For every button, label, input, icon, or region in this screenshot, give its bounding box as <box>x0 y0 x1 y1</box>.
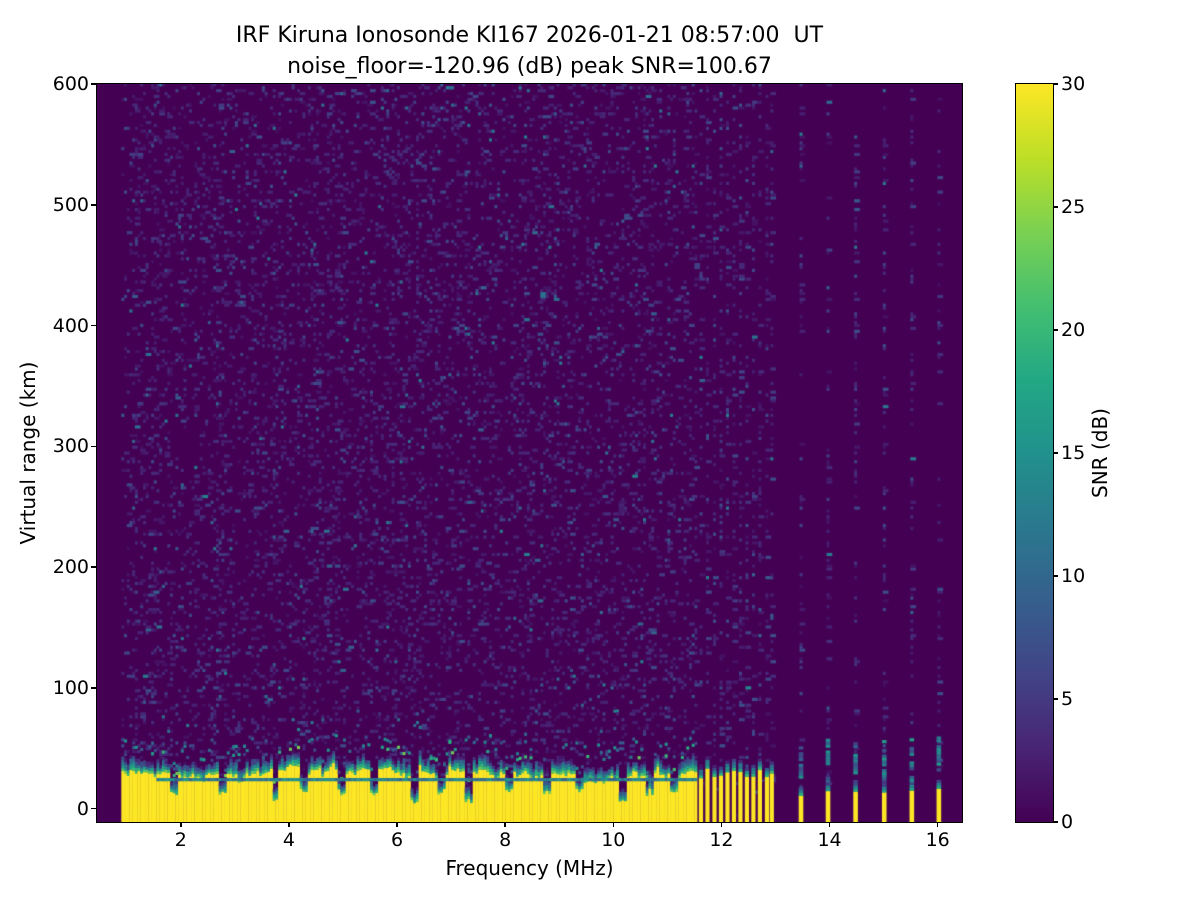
y-tick-label: 100 <box>52 676 89 699</box>
chart-title-block: IRF Kiruna Ionosonde KI167 2026-01-21 08… <box>97 20 962 82</box>
y-tick-label: 300 <box>52 435 89 458</box>
colorbar-tick-label: 5 <box>1061 688 1074 710</box>
y-tick <box>91 445 96 448</box>
x-tick <box>612 822 615 827</box>
x-axis-label: Frequency (MHz) <box>445 856 614 880</box>
x-tick <box>288 822 290 827</box>
colorbar-tick-label: 0 <box>1061 811 1074 833</box>
y-tick-label: 500 <box>52 193 89 216</box>
colorbar-tick <box>1053 452 1058 454</box>
colorbar-tick <box>1053 575 1058 577</box>
y-tick <box>91 204 96 206</box>
x-tick-label: 14 <box>817 829 842 851</box>
colorbar-tick-label: 30 <box>1061 73 1086 95</box>
colorbar-tick-label: 25 <box>1061 196 1086 218</box>
colorbar-tick-label: 10 <box>1061 565 1086 587</box>
y-tick <box>91 83 96 85</box>
colorbar-tick <box>1053 329 1058 331</box>
x-tick-label: 2 <box>174 829 187 851</box>
colorbar-tick <box>1053 821 1058 823</box>
x-tick-label: 16 <box>925 829 950 851</box>
y-tick <box>91 687 96 689</box>
y-tick <box>91 324 96 327</box>
x-tick-label: 4 <box>282 829 295 851</box>
x-tick-label: 6 <box>391 829 404 851</box>
colorbar-tick <box>1053 83 1058 85</box>
colorbar-tick <box>1053 698 1058 700</box>
x-tick-label: 12 <box>709 829 734 851</box>
x-tick <box>504 822 506 827</box>
colorbar-tick-label: 15 <box>1061 442 1086 464</box>
x-tick <box>180 822 182 827</box>
chart-subtitle: noise_floor=-120.96 (dB) peak SNR=100.67 <box>287 54 772 79</box>
colorbar-tick-label: 20 <box>1061 319 1086 341</box>
x-tick <box>396 822 398 827</box>
y-tick-label: 600 <box>52 73 89 95</box>
colorbar <box>1015 83 1054 823</box>
x-tick-label: 10 <box>601 829 626 851</box>
y-axis-label: Virtual range (km) <box>16 361 40 545</box>
colorbar-gradient <box>1016 84 1053 822</box>
y-tick <box>91 566 96 568</box>
y-tick <box>91 807 96 810</box>
colorbar-label: SNR (dB) <box>1088 408 1112 498</box>
chart-title: IRF Kiruna Ionosonde KI167 2026-01-21 08… <box>235 23 824 48</box>
x-tick <box>720 822 723 827</box>
y-tick-label: 400 <box>52 314 89 337</box>
y-tick-label: 0 <box>76 797 89 820</box>
ionogram-heatmap-canvas <box>97 84 962 822</box>
colorbar-tick <box>1053 206 1058 208</box>
x-tick-label: 8 <box>499 829 512 851</box>
x-tick <box>936 822 939 827</box>
y-tick-label: 200 <box>52 556 89 579</box>
x-tick <box>828 822 831 827</box>
